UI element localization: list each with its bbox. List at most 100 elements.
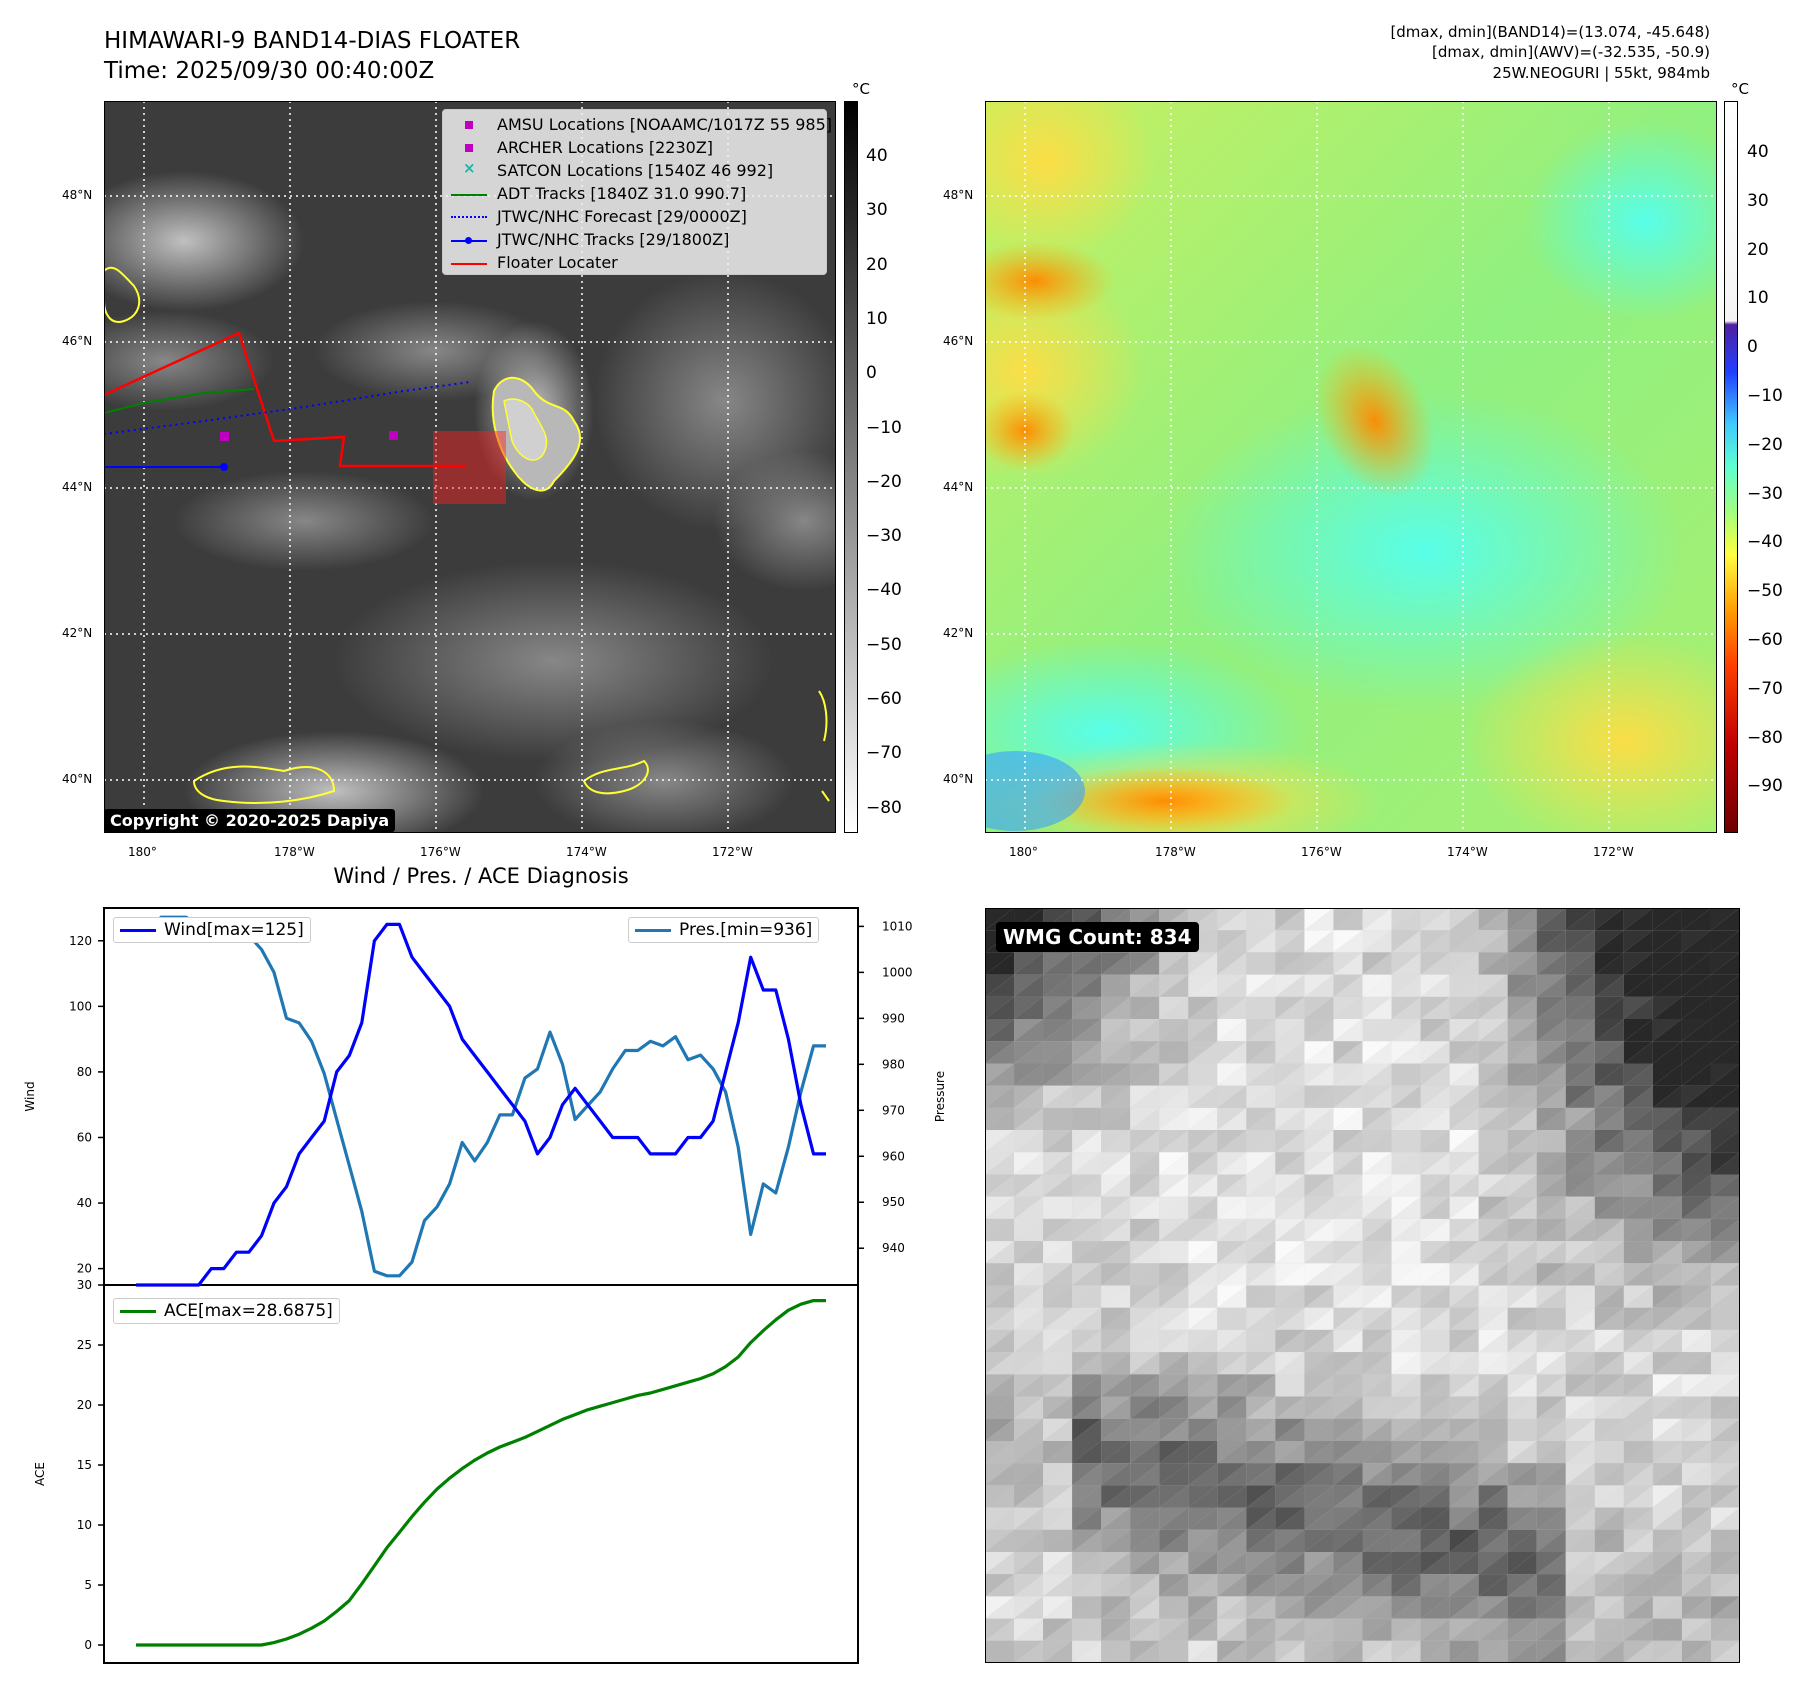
lon-label: 174°W <box>1447 845 1488 859</box>
wind-axis-label: Wind <box>23 1081 37 1111</box>
legend-item-archer: ARCHER Locations [2230Z] <box>449 136 820 159</box>
pressure-tick-label: 970 <box>882 1103 905 1117</box>
wind-tick-label: 20 <box>77 1262 92 1276</box>
colorbar-tick: −80 <box>866 798 902 818</box>
stats-line3: 25W.NEOGURI | 55kt, 984mb <box>1493 64 1710 83</box>
colorbar-tick: 30 <box>866 200 888 220</box>
ace-tick-label: 25 <box>77 1338 92 1352</box>
wmg-count-badge: WMG Count: 834 <box>996 922 1199 952</box>
colorbar-tick: −60 <box>866 689 902 709</box>
colorbar-tick: 10 <box>866 309 888 329</box>
wind-tick-label: 80 <box>77 1065 92 1079</box>
colorbar-tick: 20 <box>866 255 888 275</box>
lon-label: 174°W <box>566 845 607 859</box>
diagnosis-title: Wind / Pres. / ACE Diagnosis <box>104 864 858 888</box>
lon-label: 180° <box>128 845 157 859</box>
chart-title-line2: Time: 2025/09/30 00:40:00Z <box>104 56 434 86</box>
wind-legend-swatch <box>120 929 156 932</box>
ace-tick-label: 20 <box>77 1398 92 1412</box>
legend-item-jtwc-tracks: JTWC/NHC Tracks [29/1800Z] <box>449 228 820 251</box>
wind-tick-label: 100 <box>69 999 92 1013</box>
wv-colorbar-unit: °C <box>1731 80 1749 98</box>
ace-tick-label: 0 <box>84 1638 92 1652</box>
legend-item-floater: Floater Locater <box>449 251 820 274</box>
colorbar-tick: −70 <box>866 743 902 763</box>
colorbar-tick: −50 <box>866 635 902 655</box>
lat-label: 48°N <box>62 188 92 202</box>
wind-tick-label: 60 <box>77 1130 92 1144</box>
lat-label: 40°N <box>62 772 92 786</box>
wind-legend-label: Wind[max=125] <box>164 920 304 940</box>
lon-label: 172°W <box>712 845 753 859</box>
colorbar-tick: −90 <box>1747 776 1783 796</box>
ace-series-line <box>136 1301 826 1645</box>
stats-line1: [dmax, dmin](BAND14)=(13.074, -45.648) <box>1390 23 1710 42</box>
ace-axes <box>104 1285 858 1663</box>
colorbar-tick: −30 <box>1747 484 1783 504</box>
colorbar-tick: −10 <box>866 418 902 438</box>
pressure-tick-label: 950 <box>882 1195 905 1209</box>
colorbar-tick: −20 <box>866 472 902 492</box>
ir-colorbar-unit: °C <box>852 80 870 98</box>
lon-label: 172°W <box>1593 845 1634 859</box>
lat-label: 44°N <box>943 480 973 494</box>
colorbar-tick: −40 <box>866 580 902 600</box>
pressure-tick-label: 960 <box>882 1149 905 1163</box>
colorbar-tick: −70 <box>1747 679 1783 699</box>
lat-label: 48°N <box>943 188 973 202</box>
lon-label: 180° <box>1009 845 1038 859</box>
jtwc-track-point <box>220 463 228 471</box>
colorbar-tick: −30 <box>866 526 902 546</box>
floater-box <box>433 431 506 504</box>
lon-label: 176°W <box>420 845 461 859</box>
colorbar-tick: −50 <box>1747 581 1783 601</box>
ir-colorbar <box>844 101 858 833</box>
colorbar-tick: 0 <box>1747 337 1758 357</box>
lon-label: 178°W <box>274 845 315 859</box>
pressure-tick-label: 1000 <box>882 965 913 979</box>
pressure-tick-label: 990 <box>882 1011 905 1025</box>
ir-legend: AMSU Locations [NOAAMC/1017Z 55 985] ARC… <box>442 109 827 275</box>
colorbar-tick: 10 <box>1747 288 1769 308</box>
pressure-series-line <box>136 917 826 1276</box>
lat-label: 44°N <box>62 480 92 494</box>
lat-label: 40°N <box>943 772 973 786</box>
colorbar-tick: 0 <box>866 363 877 383</box>
pressure-legend: Pres.[min=936] <box>628 917 819 943</box>
colorbar-tick: 30 <box>1747 191 1769 211</box>
pressure-legend-label: Pres.[min=936] <box>679 920 812 940</box>
ace-legend: ACE[max=28.6875] <box>113 1298 340 1324</box>
legend-item-adt: ADT Tracks [1840Z 31.0 990.7] <box>449 182 820 205</box>
copyright-badge: Copyright © 2020-2025 Dapiya <box>104 809 395 832</box>
lon-label: 176°W <box>1301 845 1342 859</box>
wind-legend: Wind[max=125] <box>113 917 311 943</box>
ace-legend-swatch <box>120 1310 156 1313</box>
wind-tick-label: 120 <box>69 934 92 948</box>
diagnosis-chart: 2040608010012094095096097098099010001010… <box>0 900 960 1680</box>
colorbar-tick: 40 <box>1747 142 1769 162</box>
pressure-axis-label: Pressure <box>933 1071 947 1122</box>
amsu-marker <box>220 432 229 441</box>
pressure-tick-label: 1010 <box>882 919 913 933</box>
ace-tick-label: 5 <box>84 1578 92 1592</box>
ace-legend-label: ACE[max=28.6875] <box>164 1301 333 1321</box>
ace-tick-label: 15 <box>77 1458 92 1472</box>
colorbar-tick: −40 <box>1747 532 1783 552</box>
ace-tick-label: 10 <box>77 1518 92 1532</box>
lat-label: 42°N <box>62 626 92 640</box>
ace-axis-label: ACE <box>33 1462 47 1486</box>
pressure-tick-label: 940 <box>882 1241 905 1255</box>
stats-line2: [dmax, dmin](AWV)=(-32.535, -50.9) <box>1432 43 1710 62</box>
pressure-legend-swatch <box>635 929 671 932</box>
wind-tick-label: 40 <box>77 1196 92 1210</box>
lat-label: 42°N <box>943 626 973 640</box>
colorbar-tick: −20 <box>1747 435 1783 455</box>
colorbar-tick: −80 <box>1747 728 1783 748</box>
wmg-panel <box>985 908 1740 1663</box>
lon-label: 178°W <box>1155 845 1196 859</box>
wv-colorbar <box>1724 101 1738 833</box>
colorbar-tick: 20 <box>1747 240 1769 260</box>
colorbar-tick: 40 <box>866 146 888 166</box>
legend-item-amsu: AMSU Locations [NOAAMC/1017Z 55 985] <box>449 113 820 136</box>
ace-tick-label: 30 <box>77 1278 92 1292</box>
